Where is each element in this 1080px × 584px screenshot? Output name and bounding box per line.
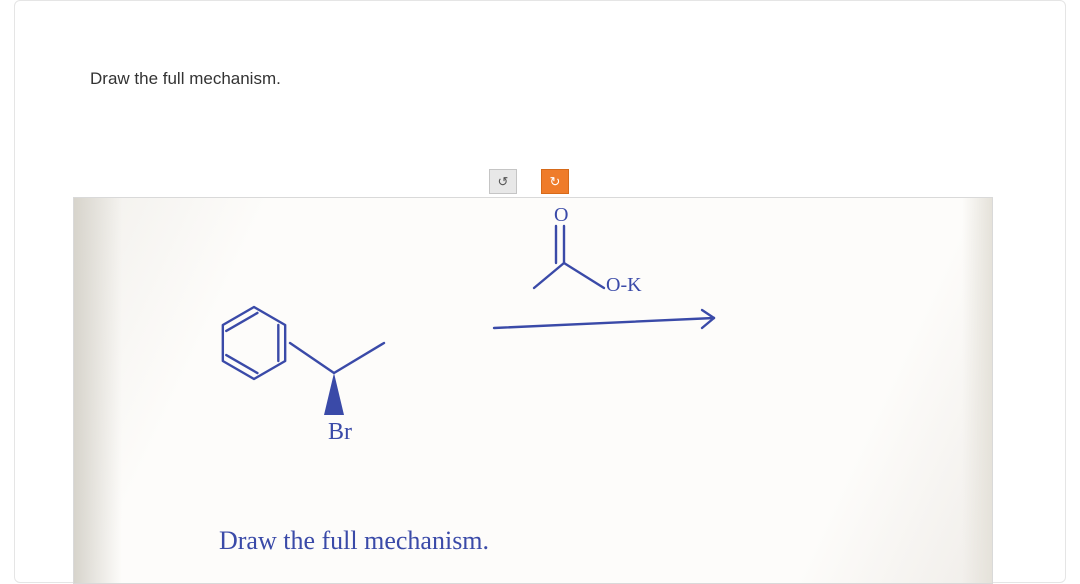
- redo-icon: ↻: [550, 174, 561, 190]
- sketch-photo: Br O O-K Draw the full mechanism.: [73, 197, 993, 584]
- prompt-text: Draw the full mechanism.: [90, 69, 281, 89]
- undo-button[interactable]: ↺: [489, 169, 517, 194]
- label-ok: O-K: [606, 274, 642, 297]
- redo-button[interactable]: ↻: [541, 169, 569, 194]
- undo-icon: ↺: [498, 174, 509, 190]
- question-card: Draw the full mechanism. ↺ ↻ Br O O-K Dr…: [14, 0, 1066, 583]
- drawing-toolbar: ↺ ↻: [489, 169, 569, 194]
- chemistry-sketch: [74, 198, 993, 584]
- label-br: Br: [328, 419, 352, 446]
- label-caption: Draw the full mechanism.: [219, 526, 489, 556]
- label-o: O: [554, 204, 568, 227]
